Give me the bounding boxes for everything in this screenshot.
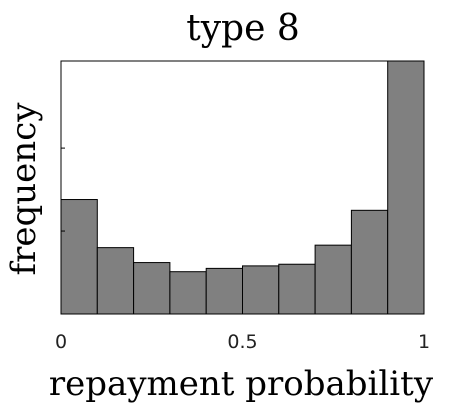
histogram-bar-9 bbox=[350, 209, 389, 315]
histogram-bar-6 bbox=[242, 265, 280, 315]
x-tick-label: 0 bbox=[55, 331, 67, 353]
histogram-bar-3 bbox=[133, 262, 171, 315]
histogram-bar-10 bbox=[387, 60, 425, 315]
x-axis-label: repayment probability bbox=[49, 364, 434, 404]
histogram-bar-1 bbox=[60, 199, 98, 315]
histogram-bar-2 bbox=[96, 247, 135, 315]
x-tick-label: 1 bbox=[418, 331, 430, 353]
plot-frame bbox=[60, 60, 425, 315]
histogram-bars bbox=[60, 60, 425, 315]
histogram-bar-4 bbox=[169, 271, 207, 315]
histogram-bar-7 bbox=[278, 263, 316, 315]
x-tick-label: 0.5 bbox=[227, 331, 257, 353]
y-ticks bbox=[61, 147, 65, 232]
histogram-bar-8 bbox=[314, 244, 352, 315]
histogram-bar-5 bbox=[205, 267, 243, 315]
y-axis-label: frequency bbox=[4, 102, 44, 276]
chart-title: type 8 bbox=[186, 8, 300, 49]
x-ticks: 0 0.5 1 bbox=[55, 331, 430, 353]
